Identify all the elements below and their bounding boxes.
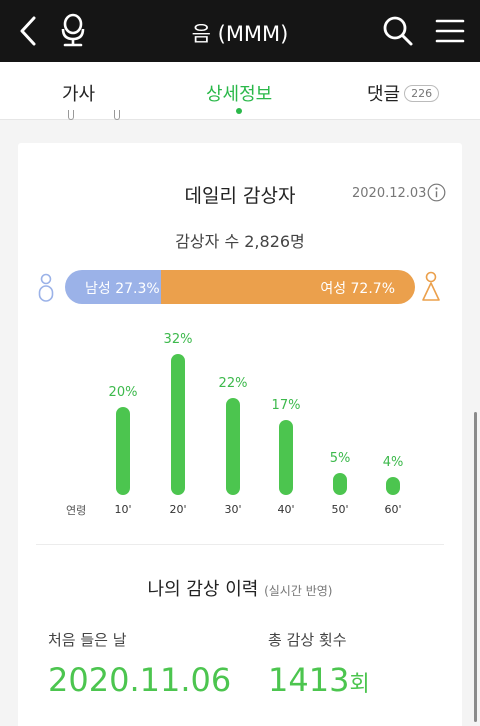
history-subtitle: (실시간 반영) [264,584,333,598]
search-icon[interactable] [381,14,415,48]
tab-comments[interactable]: 댓글 226 [367,80,440,106]
age-bar [116,407,130,495]
age-tick-label: 30' [224,503,242,516]
info-icon[interactable] [427,183,446,202]
age-tick-label: 10' [114,503,132,516]
tab-lyrics[interactable]: 가사 [62,80,95,106]
tab-detail-label: 상세정보 [206,84,273,105]
tab-bar: 가사 상세정보 댓글 226 [0,62,480,120]
male-segment [65,270,161,304]
age-bar [171,354,185,495]
age-bar [333,473,347,495]
male-ratio-label: 남성 27.3% [85,281,160,297]
stats-date: 2020.12.03 [352,186,427,201]
top-bar: 음 (MMM) [0,0,480,62]
history-title: 나의 감상 이력 (실시간 반영) [18,575,462,601]
listener-count: 감상자 수 2,826명 [175,232,305,251]
female-icon [422,271,440,301]
total-plays-number: 1413 [268,661,350,699]
gender-ratio-bar: 남성 27.3% 여성 72.7% [65,270,415,304]
mic-icon[interactable] [56,12,90,50]
age-bar-value-label: 17% [271,398,301,414]
tab-lyrics-label: 가사 [62,84,96,105]
daily-listeners-title: 데일리 감상자 [184,185,296,207]
age-bar [226,398,240,495]
first-listen-label: 처음 들은 날 [48,631,127,649]
age-bar [279,420,293,495]
age-tick-label: 60' [384,503,402,516]
previous-section-peek [64,110,124,124]
daily-listeners-card: 데일리 감상자 2020.12.03 감상자 수 2,826명 남성 27.3%… [18,143,462,726]
female-segment [160,270,415,304]
total-plays-value: 1413회 [268,661,370,699]
total-plays-unit: 회 [349,672,370,697]
comments-count-badge: 226 [404,85,440,102]
age-bar-value-label: 5% [329,451,351,466]
first-listen-date: 2020.11.06 [48,661,232,699]
age-tick-label: 40' [277,503,295,516]
female-ratio-label: 여성 72.7% [320,281,395,297]
age-tick-label: 20' [169,503,187,516]
section-divider [36,544,444,545]
age-axis-label: 연령 [66,504,87,517]
age-bar-value-label: 22% [218,376,248,392]
male-icon [38,273,54,302]
page-title: 음 (MMM) [191,22,289,46]
total-plays-label: 총 감상 횟수 [268,631,347,649]
menu-icon[interactable] [434,16,466,46]
history-title-text: 나의 감상 이력 [147,579,259,600]
age-distribution-chart: 연령 20% 10' 32% 20' 22% 30' 17% 40' 5% 50' 4% 60' [18,323,462,523]
age-bar-value-label: 4% [382,455,404,471]
age-bar [386,477,400,495]
back-arrow-icon[interactable] [14,14,44,48]
tab-comments-label: 댓글 [367,84,401,105]
age-bar-value-label: 32% [163,332,193,348]
age-tick-label: 50' [331,503,349,516]
tab-detail[interactable]: 상세정보 [206,80,273,114]
active-tab-indicator [236,108,243,114]
scrollbar[interactable] [474,412,477,722]
age-bar-value-label: 20% [108,385,138,400]
